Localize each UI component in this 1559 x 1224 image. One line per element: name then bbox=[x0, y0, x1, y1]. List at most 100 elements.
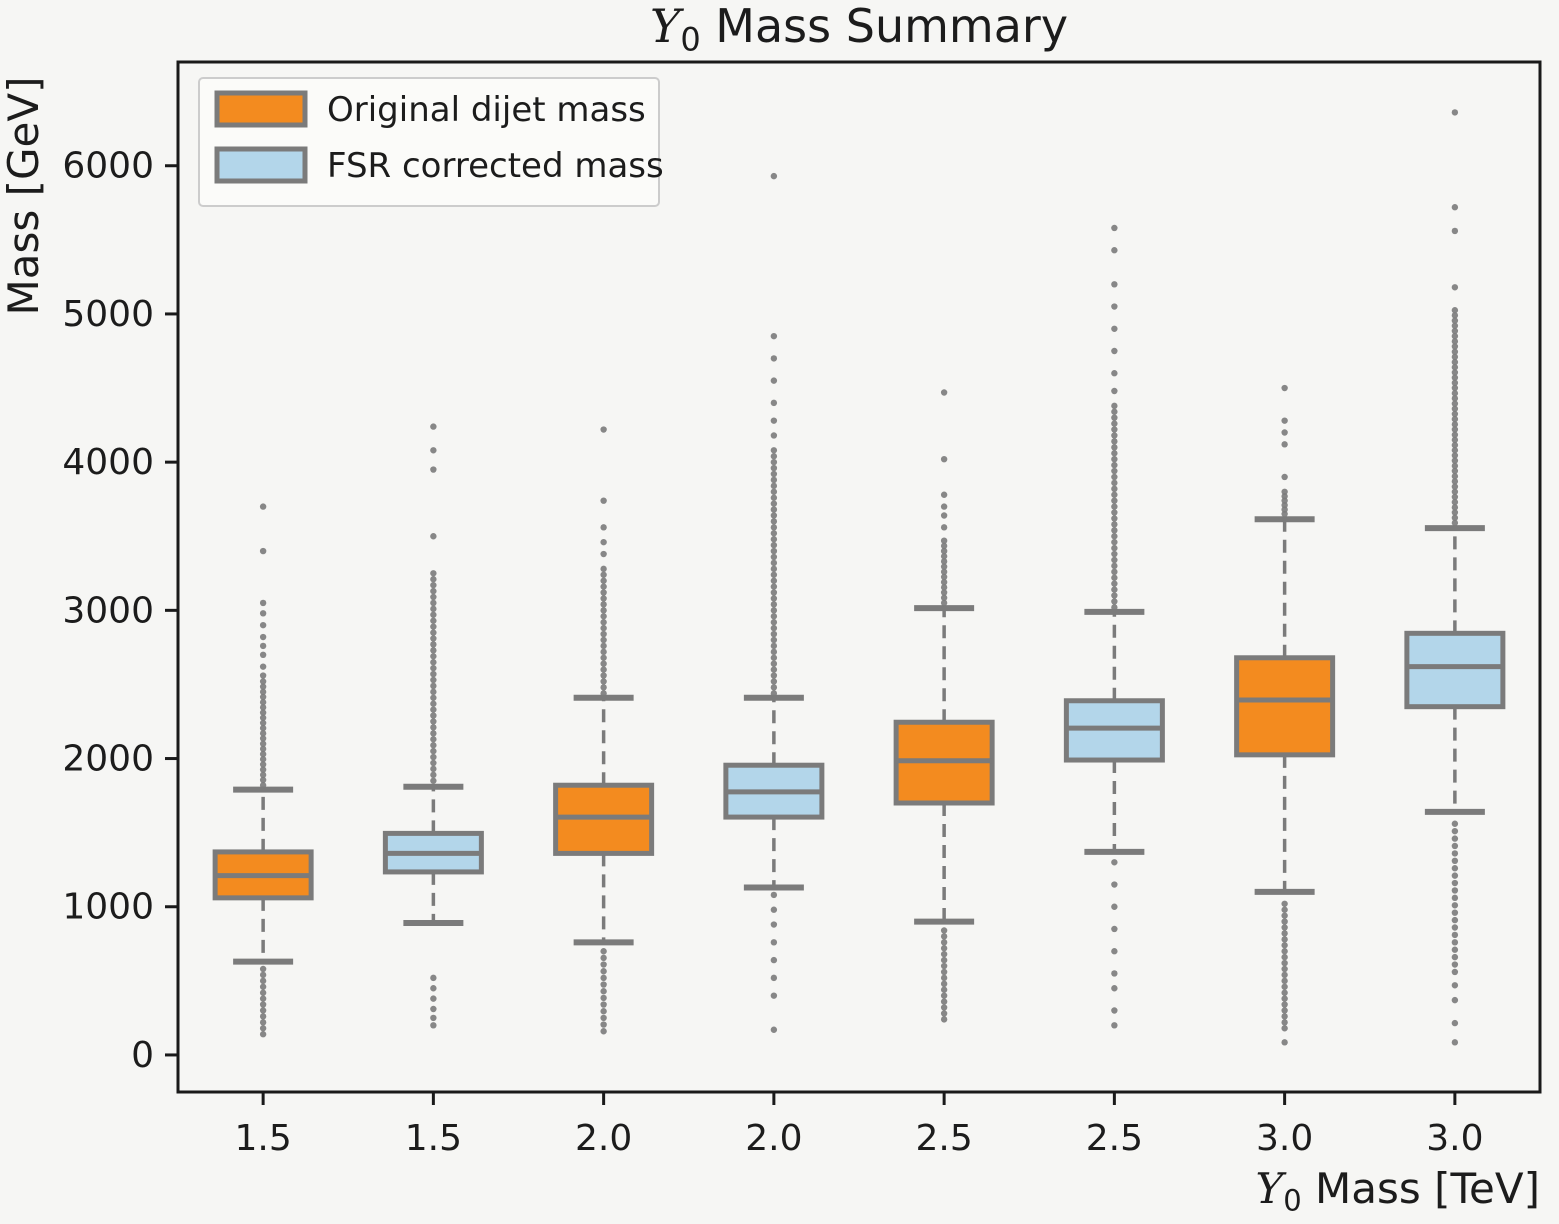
outlier-dot bbox=[770, 559, 778, 567]
outlier-dot bbox=[1111, 497, 1118, 504]
outlier-dot bbox=[600, 690, 607, 697]
outlier-dot bbox=[600, 619, 607, 626]
outlier-dot bbox=[1281, 965, 1288, 973]
outlier-dot bbox=[430, 995, 437, 1002]
outlier-dot bbox=[1281, 959, 1288, 967]
outlier-dot bbox=[600, 550, 607, 558]
outlier-dot bbox=[1111, 325, 1118, 332]
outlier-dot bbox=[770, 648, 778, 656]
outlier-dot bbox=[1281, 506, 1288, 513]
outlier-dot bbox=[1281, 995, 1288, 1002]
outlier-dot bbox=[1451, 835, 1459, 842]
outlier-dot bbox=[430, 759, 437, 767]
outlier-dot bbox=[430, 576, 437, 583]
outlier-dot bbox=[940, 389, 948, 396]
x-tick-label: 2.5 bbox=[915, 1118, 972, 1159]
outlier-dot bbox=[430, 659, 437, 666]
outlier-dot bbox=[1281, 924, 1288, 931]
outlier-dot bbox=[1111, 556, 1118, 564]
outlier-dot bbox=[1111, 948, 1118, 955]
outlier-dot bbox=[770, 355, 778, 362]
outlier-dot bbox=[770, 636, 778, 644]
outlier-dot bbox=[1111, 408, 1118, 415]
outlier-dot bbox=[940, 945, 948, 952]
outlier-dot bbox=[1281, 1013, 1288, 1020]
outlier-dot bbox=[600, 684, 607, 691]
outlier-dot bbox=[259, 1031, 267, 1038]
outlier-dot bbox=[1451, 509, 1459, 516]
outlier-dot bbox=[259, 977, 267, 985]
outlier-dot bbox=[940, 962, 948, 970]
outlier-dot bbox=[1111, 521, 1118, 528]
outlier-dot bbox=[430, 447, 437, 454]
outlier-dot bbox=[1111, 402, 1118, 410]
outlier-dot bbox=[259, 766, 267, 773]
outlier-dot bbox=[430, 765, 437, 773]
box-group-1.5-orange bbox=[212, 503, 314, 1038]
outlier-dot bbox=[430, 647, 437, 654]
outlier-dot bbox=[770, 524, 778, 531]
outlier-dot bbox=[259, 719, 267, 727]
outlier-dot bbox=[430, 423, 437, 430]
outlier-dot bbox=[430, 1014, 437, 1022]
outlier-dot bbox=[600, 497, 607, 504]
outlier-dot bbox=[770, 476, 778, 484]
outlier-dot bbox=[430, 753, 437, 761]
outlier-dot bbox=[770, 399, 778, 407]
outlier-dot bbox=[1451, 894, 1459, 902]
outlier-dot bbox=[1281, 948, 1288, 955]
outlier-dot bbox=[600, 974, 607, 982]
outlier-dot bbox=[1281, 971, 1288, 979]
outlier-dot bbox=[1451, 879, 1459, 887]
y-tick-label: 3000 bbox=[62, 590, 154, 631]
outlier-dot bbox=[259, 983, 267, 990]
outlier-dot bbox=[600, 994, 607, 1002]
outlier-dot bbox=[259, 699, 267, 706]
outlier-dot bbox=[770, 553, 778, 561]
outlier-dot bbox=[1281, 1001, 1288, 1008]
outlier-dot bbox=[940, 992, 948, 999]
outlier-dot bbox=[1111, 503, 1118, 510]
outlier-dot bbox=[1281, 473, 1288, 481]
outlier-dot bbox=[940, 594, 948, 601]
outlier-dot bbox=[430, 581, 437, 589]
outlier-dot bbox=[770, 624, 778, 632]
outlier-dot bbox=[1451, 322, 1459, 329]
outlier-dot bbox=[259, 1025, 267, 1032]
outlier-dot bbox=[430, 664, 437, 672]
outlier-dot bbox=[600, 988, 607, 995]
outlier-dot bbox=[1281, 977, 1288, 985]
outlier-dot bbox=[770, 547, 778, 555]
outlier-dot bbox=[1111, 533, 1118, 540]
outlier-dot bbox=[430, 599, 437, 607]
outlier-dot bbox=[940, 578, 948, 586]
outlier-dot bbox=[430, 985, 437, 992]
outlier-dot bbox=[259, 740, 267, 747]
outlier-dot bbox=[600, 660, 607, 667]
box-group-2.5-blue bbox=[1063, 224, 1165, 1029]
outlier-dot bbox=[1451, 348, 1459, 355]
outlier-dot bbox=[1451, 504, 1459, 511]
outlier-dot bbox=[940, 558, 948, 565]
outlier-dot bbox=[940, 950, 948, 958]
outlier-dot bbox=[1451, 109, 1459, 116]
outlier-dot bbox=[1111, 544, 1118, 552]
outlier-dot bbox=[259, 599, 267, 607]
outlier-dot bbox=[1451, 514, 1459, 521]
outlier-dot bbox=[600, 666, 607, 673]
outlier-dot bbox=[770, 494, 778, 501]
outlier-dot bbox=[940, 599, 948, 607]
outlier-dot bbox=[940, 968, 948, 976]
outlier-dot bbox=[600, 648, 607, 656]
outlier-dot bbox=[1111, 550, 1118, 558]
outlier-dot bbox=[430, 747, 437, 755]
outlier-dot bbox=[1281, 429, 1288, 436]
outlier-dot bbox=[259, 621, 267, 629]
outlier-dot bbox=[600, 642, 607, 650]
outlier-dot bbox=[259, 989, 267, 996]
x-tick-label: 3.0 bbox=[1256, 1118, 1313, 1159]
outlier-dot bbox=[259, 714, 267, 721]
outlier-dot bbox=[1451, 390, 1459, 397]
outlier-dot bbox=[1451, 441, 1459, 449]
